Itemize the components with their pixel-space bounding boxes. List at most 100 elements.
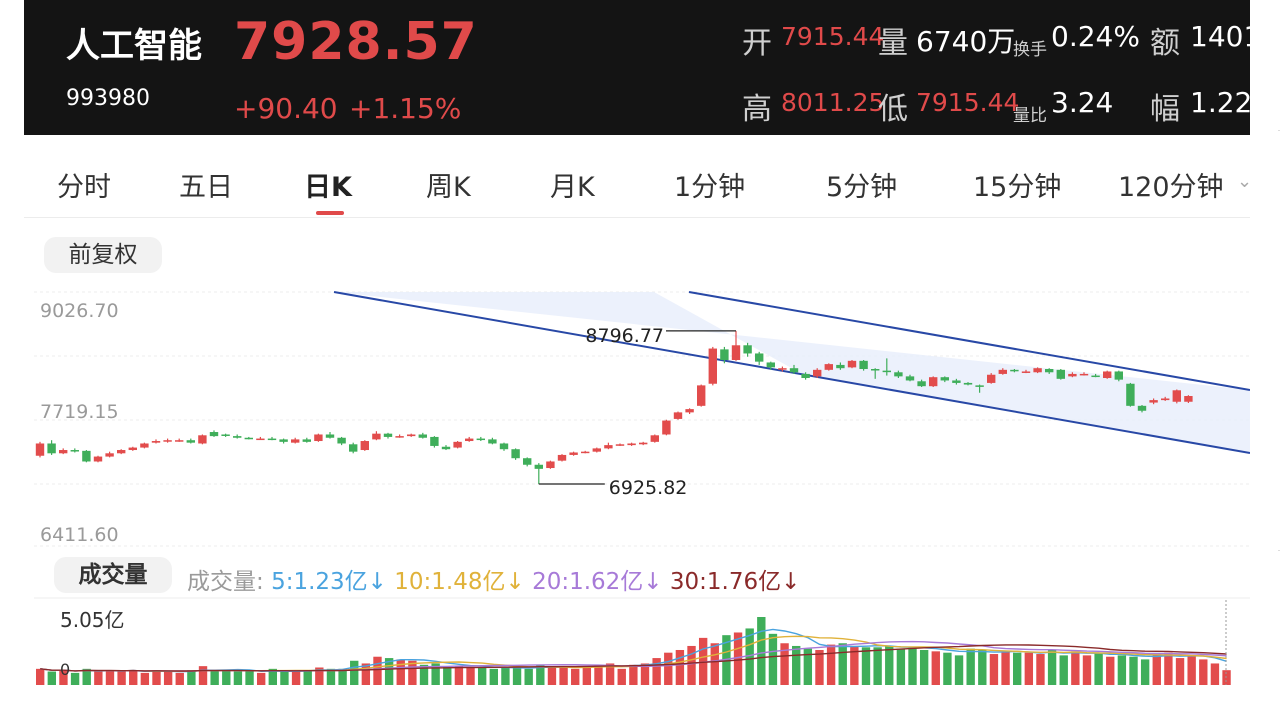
volume-bar — [733, 632, 743, 685]
volume-bar — [1140, 659, 1150, 685]
candle-body — [615, 444, 625, 446]
volume-bar — [536, 664, 545, 685]
volume-bar — [431, 663, 440, 685]
tab-daily-k[interactable]: 日K — [304, 172, 352, 203]
volume-bar — [1036, 654, 1045, 685]
candle-body — [105, 453, 114, 457]
volume-bar — [198, 666, 208, 685]
candle-body — [453, 441, 462, 448]
kline-chart[interactable]: 8796.77 6925.82 — [24, 0, 1250, 717]
low-value: 7915.44 — [916, 88, 1020, 117]
page-scrollbar[interactable] — [1250, 0, 1280, 717]
volume-bar — [640, 663, 650, 685]
volume-bar — [408, 660, 417, 685]
low-annotation-label: 6925.82 — [609, 477, 688, 499]
volume-ma10: 10:1.48亿↓ — [394, 569, 525, 595]
candle-body — [673, 412, 683, 419]
candle-body — [314, 434, 323, 442]
volume-bar — [1152, 654, 1161, 685]
candle-body — [465, 438, 474, 442]
volume-ma20: 20:1.62亿↓ — [532, 569, 663, 595]
candle-body — [708, 348, 717, 384]
amplitude-value: 1.22% — [1190, 86, 1250, 119]
active-tab-indicator — [316, 211, 344, 215]
volume-indicator-button[interactable]: 成交量 — [54, 557, 172, 593]
candle-body — [140, 443, 149, 448]
volume-bar — [1117, 655, 1127, 685]
candle-body — [267, 438, 277, 441]
candle-body — [627, 443, 636, 446]
volume-bar — [222, 670, 231, 685]
candle-body — [82, 450, 91, 462]
candle-body — [117, 450, 126, 454]
tab-weekly-k[interactable]: 周K — [426, 172, 471, 203]
current-price: 7928.57 — [234, 12, 478, 72]
volume-label: 量 — [878, 26, 908, 61]
volume-bar — [1164, 652, 1173, 685]
volume-bar — [861, 647, 871, 685]
volume-bar — [303, 670, 312, 685]
candle-body — [963, 382, 973, 385]
open-label: 开 — [742, 26, 772, 61]
candle-body — [1079, 373, 1089, 376]
candle-body — [801, 373, 810, 379]
volume-bar — [1187, 655, 1196, 685]
candle-body — [349, 444, 358, 452]
volume-bar — [36, 668, 45, 685]
candle-body — [1126, 383, 1135, 406]
candle-body — [859, 360, 868, 370]
tab-15min[interactable]: 15分钟 — [973, 172, 1062, 203]
tab-intraday[interactable]: 分时 — [57, 172, 111, 203]
candle-body — [871, 369, 880, 371]
volume-bar — [338, 668, 347, 685]
candle-body — [766, 362, 775, 368]
tab-five-day[interactable]: 五日 — [179, 172, 233, 203]
volume-bar — [1094, 652, 1103, 685]
volume-bar — [838, 643, 847, 685]
volume-bar — [524, 668, 533, 685]
amount-label: 额 — [1150, 26, 1180, 61]
candle-body — [186, 440, 195, 443]
tab-1min[interactable]: 1分钟 — [674, 172, 746, 203]
volume-bar — [361, 663, 371, 685]
volume-bar — [629, 664, 638, 685]
tab-monthly-k[interactable]: 月K — [550, 172, 595, 203]
volume-max-label: 5.05亿 — [60, 608, 125, 632]
candle-body — [291, 439, 300, 443]
low-label: 低 — [878, 92, 908, 127]
volume-bar — [105, 670, 115, 685]
tab-5min[interactable]: 5分钟 — [826, 172, 898, 203]
volume-bar — [59, 670, 68, 685]
candle-body — [847, 360, 857, 368]
candle-body — [987, 374, 996, 383]
candle-body — [1137, 405, 1147, 411]
volume-value: 6740万 — [916, 25, 1016, 58]
candle-body — [604, 445, 613, 449]
volume-bar — [768, 633, 778, 685]
volume-bar — [396, 659, 405, 685]
candle-body — [198, 435, 207, 444]
candle-body — [383, 433, 393, 437]
tab-120min[interactable]: 120分钟 — [1118, 172, 1224, 203]
volume-bar — [919, 649, 929, 685]
volume-bar — [675, 649, 685, 685]
volume-bar — [175, 672, 184, 685]
volume-bar — [908, 647, 917, 685]
volume-bar — [187, 670, 196, 685]
candle-body — [511, 449, 520, 459]
volume-bar — [722, 635, 731, 685]
volume-ma-legend: 成交量: 5:1.23亿↓ 10:1.48亿↓ 20:1.62亿↓ 30:1.7… — [187, 562, 800, 596]
volume-bar — [1082, 655, 1092, 685]
candle-body — [151, 441, 161, 443]
volume-bar — [1106, 656, 1115, 685]
candle-body — [697, 385, 706, 406]
volume-bar — [745, 628, 754, 685]
candle-body — [256, 438, 265, 441]
candle-body — [279, 439, 288, 442]
adjust-mode-button[interactable]: 前复权 — [44, 237, 162, 273]
y-axis-min-label: 6411.60 — [40, 524, 119, 546]
volume-bar — [1071, 651, 1080, 685]
volume-bar — [280, 671, 289, 685]
volume-bar — [989, 654, 999, 685]
chevron-down-icon[interactable]: ⌄ — [1237, 171, 1250, 192]
